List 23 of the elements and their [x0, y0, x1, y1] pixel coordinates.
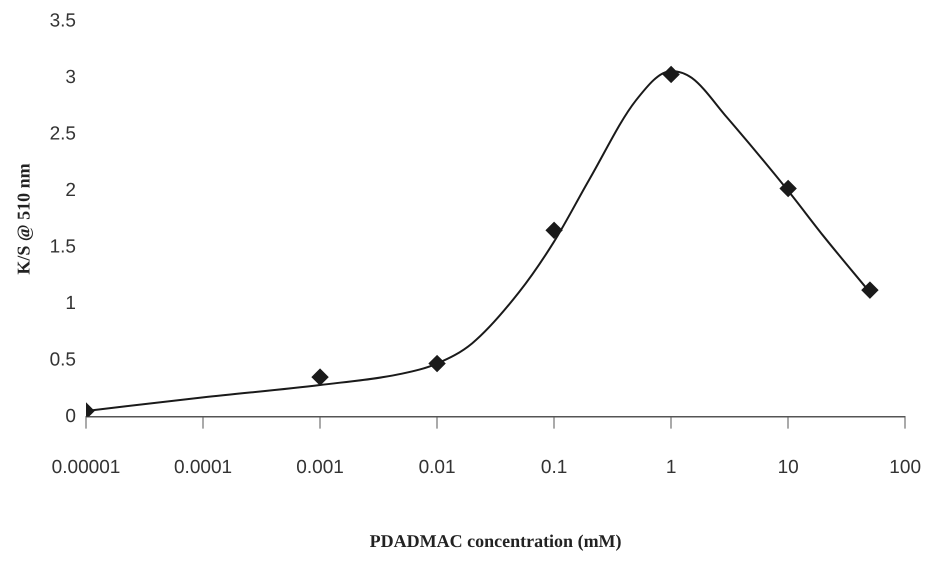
x-tick-label: 0.001: [296, 457, 344, 478]
y-tick-label: 0: [65, 406, 76, 427]
point: [428, 355, 446, 372]
x-tick-label: 0.01: [418, 457, 456, 478]
y-tick-label: 1.5: [50, 236, 76, 258]
point: [312, 368, 329, 386]
y-tick-label: 3.5: [50, 10, 76, 32]
point: [662, 66, 680, 83]
y-tick-label: 2: [65, 180, 76, 202]
x-tick-label: 10: [778, 457, 799, 478]
x-tick-label: 100: [889, 457, 921, 478]
x-tick-label: 1: [666, 457, 676, 478]
point: [780, 180, 797, 198]
y-tick-label: 1: [65, 292, 76, 314]
y-tick-label: 3: [65, 67, 76, 88]
x-tick-label: 0.00001: [52, 457, 120, 478]
x-axis-title: PDADMAC concentration (mM): [370, 530, 622, 551]
x-tick-label: 0.0001: [174, 457, 232, 478]
x-tick-label: 0.1: [540, 457, 568, 478]
y-tick-label: 2.5: [50, 124, 76, 145]
y-tick-label: 0.5: [50, 349, 76, 370]
y-axis-title: K/S @ 510 nm: [13, 163, 34, 275]
point: [546, 222, 563, 239]
